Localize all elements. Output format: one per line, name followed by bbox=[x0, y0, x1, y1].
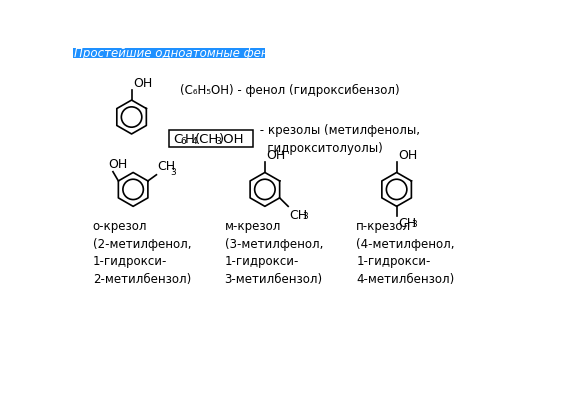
Text: С: С bbox=[174, 133, 183, 146]
Text: )OH: )OH bbox=[219, 133, 245, 146]
Text: 3: 3 bbox=[170, 168, 176, 177]
FancyBboxPatch shape bbox=[73, 49, 265, 59]
Text: м-крезол
(3-метилфенол,
1-гидрокси-
3-метилбензол): м-крезол (3-метилфенол, 1-гидрокси- 3-ме… bbox=[225, 220, 323, 285]
Text: (CH: (CH bbox=[195, 133, 220, 146]
Text: 3: 3 bbox=[411, 220, 417, 229]
Text: OH: OH bbox=[108, 158, 127, 171]
Text: 6: 6 bbox=[180, 137, 186, 146]
Text: 4: 4 bbox=[191, 137, 197, 146]
Text: 3: 3 bbox=[215, 137, 221, 146]
Text: (С₆H₅OH) - фенол (гидроксибензол): (С₆H₅OH) - фенол (гидроксибензол) bbox=[180, 83, 399, 97]
Text: о-крезол
(2-метилфенол,
1-гидрокси-
2-метилбензол): о-крезол (2-метилфенол, 1-гидрокси- 2-ме… bbox=[93, 220, 191, 285]
Text: п-крезол
(4-метилфенол,
1-гидрокси-
4-метилбензол): п-крезол (4-метилфенол, 1-гидрокси- 4-ме… bbox=[356, 220, 455, 285]
Text: OH: OH bbox=[133, 76, 152, 90]
Text: - крезолы (метилфенолы,
   гидрокситолуолы): - крезолы (метилфенолы, гидрокситолуолы) bbox=[255, 124, 419, 155]
FancyBboxPatch shape bbox=[169, 130, 253, 148]
Text: Простейшие одноатомные фенолы: Простейшие одноатомные фенолы bbox=[74, 47, 292, 60]
Text: OH: OH bbox=[398, 149, 418, 162]
Text: CH: CH bbox=[398, 217, 417, 230]
Text: 3: 3 bbox=[302, 211, 308, 220]
Text: OH: OH bbox=[266, 149, 286, 162]
Text: CH: CH bbox=[157, 160, 175, 173]
Text: CH: CH bbox=[289, 208, 307, 222]
Text: H: H bbox=[184, 133, 194, 146]
